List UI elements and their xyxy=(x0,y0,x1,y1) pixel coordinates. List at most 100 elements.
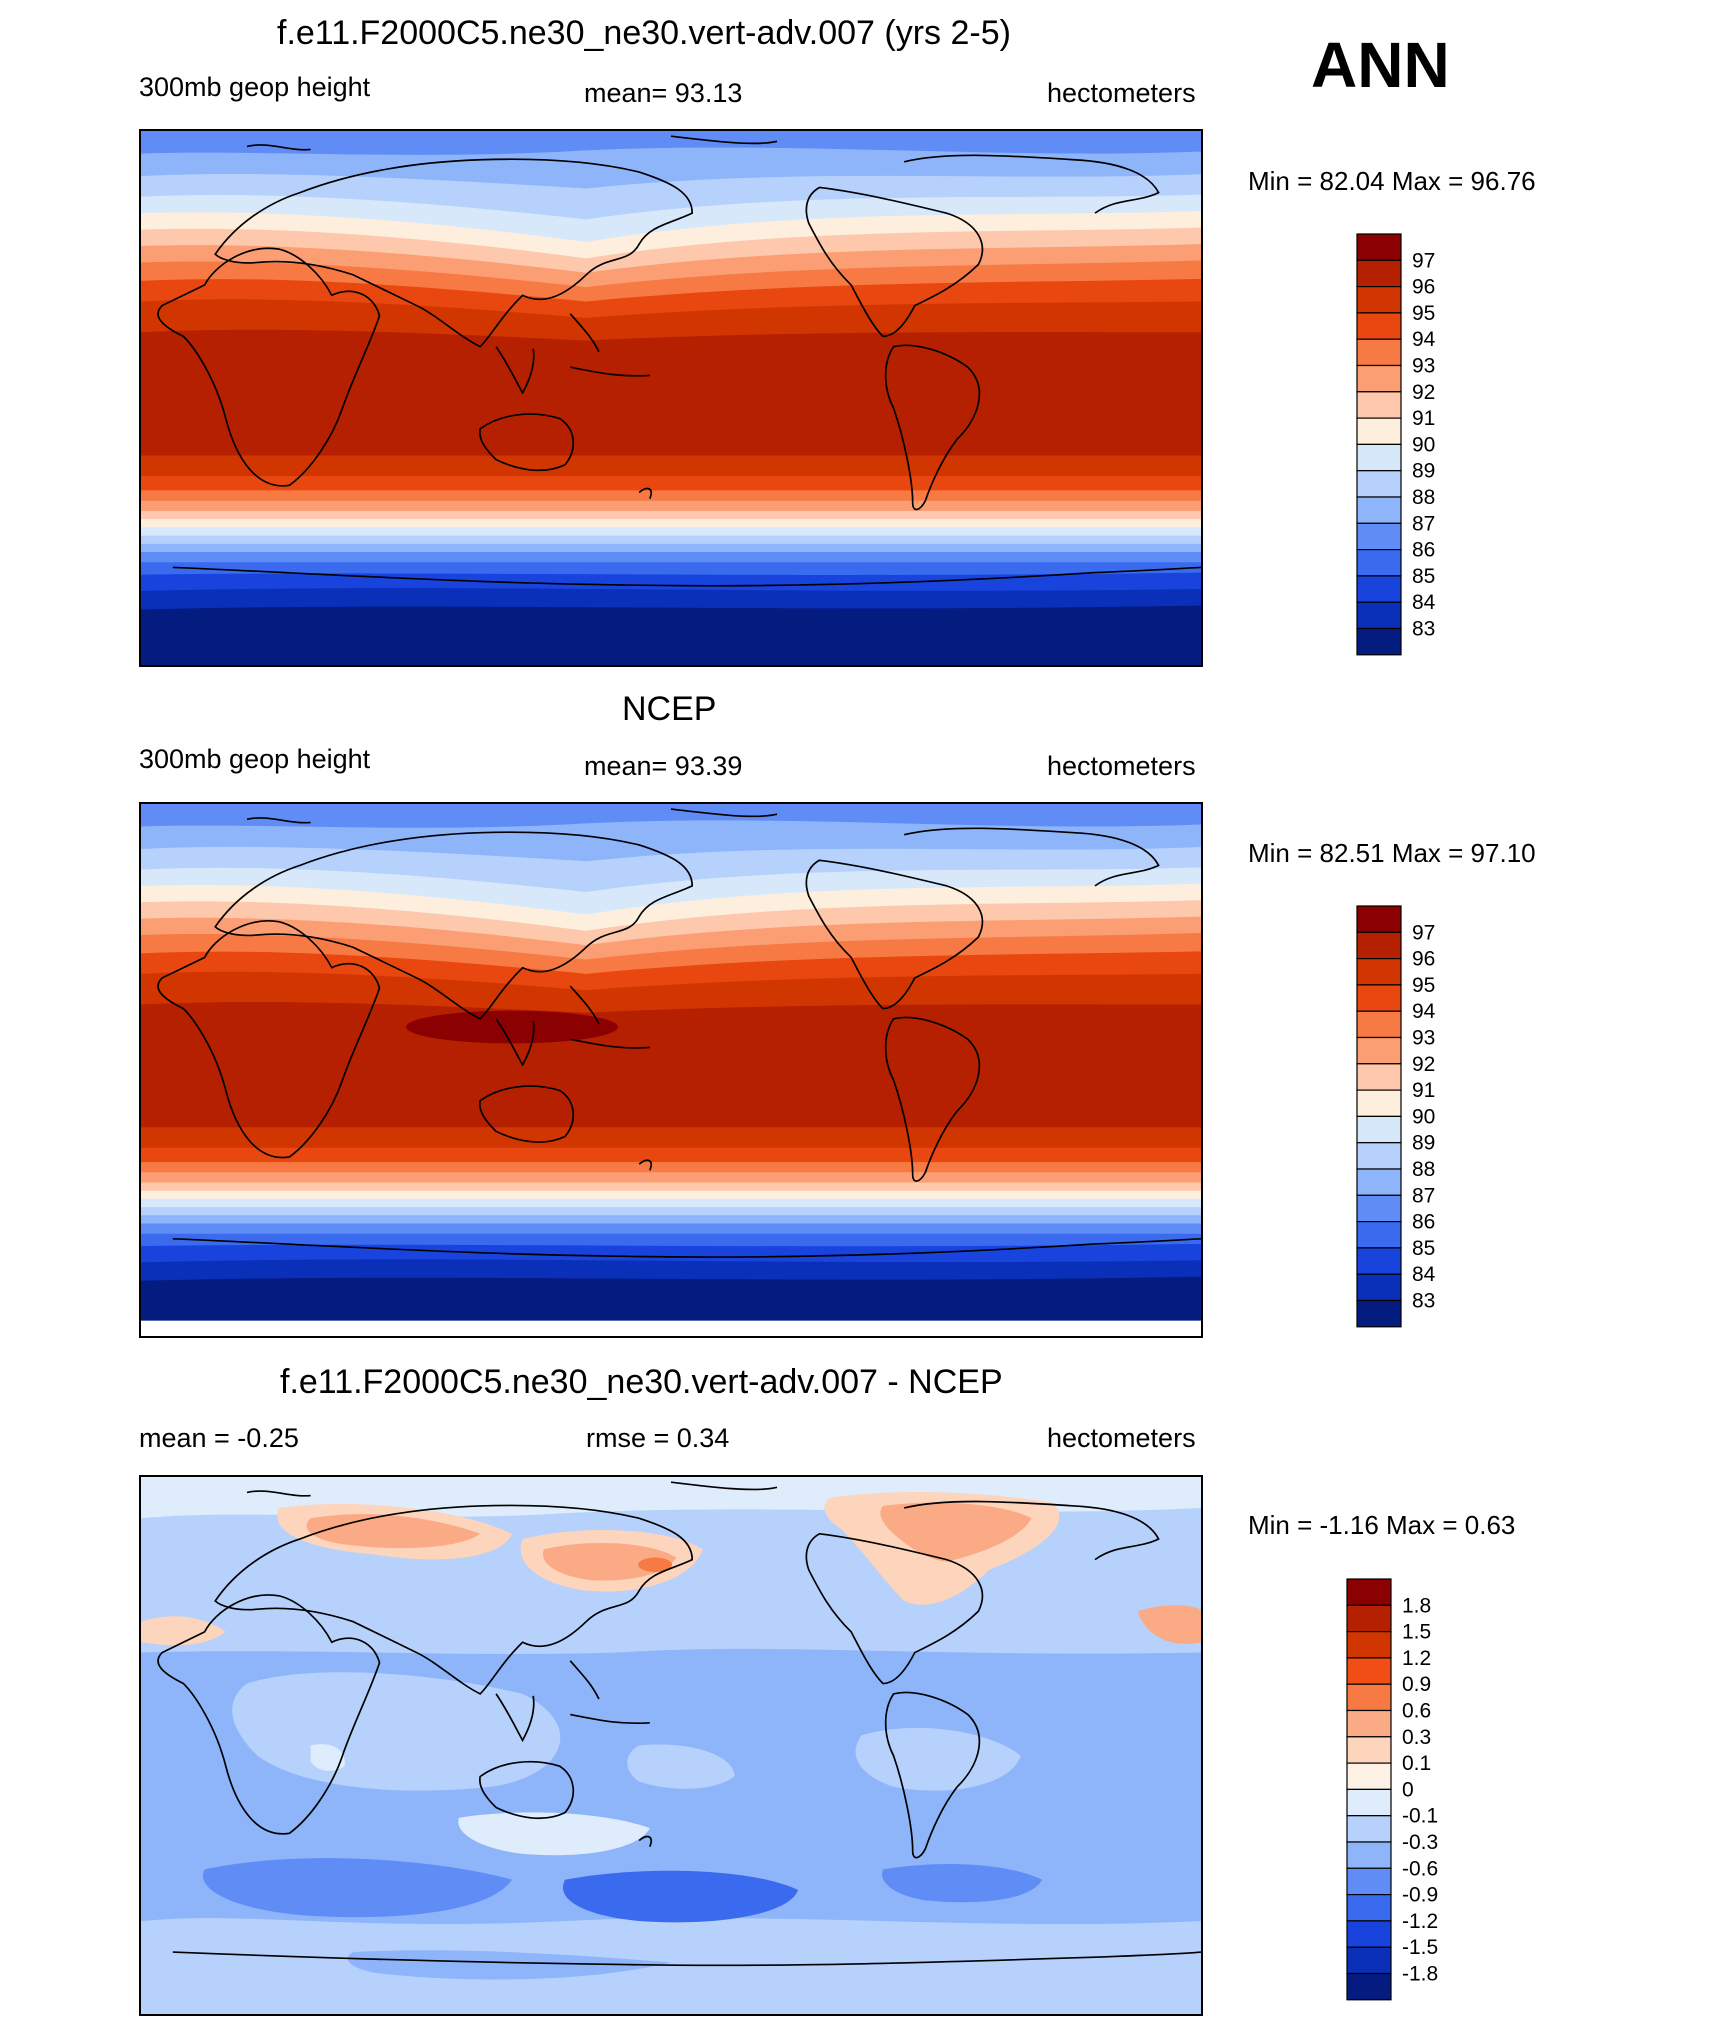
panel1-title: f.e11.F2000C5.ne30_ne30.vert-adv.007 (yr… xyxy=(277,14,1011,52)
colorbar-swatch xyxy=(1356,1063,1402,1091)
colorbar-tick-label: 0 xyxy=(1402,1778,1414,1801)
colorbar-tick-label: 88 xyxy=(1412,1158,1435,1181)
colorbar-swatch xyxy=(1356,1036,1402,1065)
colorbar-tick-label: 0.3 xyxy=(1402,1726,1431,1749)
colorbar-tick-label: -0.9 xyxy=(1402,1884,1438,1907)
colorbar-swatch xyxy=(1346,1657,1392,1685)
colorbar-tick-label: 1.8 xyxy=(1402,1594,1431,1617)
colorbar-swatch xyxy=(1356,931,1402,960)
colorbar-tick-label: 94 xyxy=(1412,1000,1436,1023)
colorbar-tick-label: 87 xyxy=(1412,512,1435,535)
colorbar-swatch xyxy=(1356,259,1402,288)
colorbar-swatch xyxy=(1346,1841,1392,1869)
colorbar-tick-label: 85 xyxy=(1412,565,1435,588)
panel3-rmse-label: rmse = 0.34 xyxy=(586,1423,730,1453)
colorbar-swatch xyxy=(1356,1089,1402,1118)
colorbar-tick-label: 84 xyxy=(1412,1263,1436,1286)
colorbar-tick-label: 92 xyxy=(1412,1053,1435,1076)
colorbar-tick-label: 83 xyxy=(1412,1290,1435,1313)
colorbar-swatch xyxy=(1356,417,1402,446)
panel3-minmax: Min = -1.16 Max = 0.63 xyxy=(1248,1510,1516,1540)
colorbar-tick-label: -1.5 xyxy=(1402,1936,1438,1959)
colorbar-swatch xyxy=(1356,496,1402,524)
panel1-units-label: hectometers xyxy=(1047,78,1196,108)
colorbar-swatch xyxy=(1356,338,1402,367)
colorbar-swatch xyxy=(1346,1972,1392,2001)
colorbar-tick-label: 90 xyxy=(1412,1105,1435,1128)
colorbar-swatch xyxy=(1356,233,1402,261)
panel1-contour-field xyxy=(141,131,1201,665)
colorbar-swatch xyxy=(1346,1604,1392,1633)
colorbar-tick-label: 92 xyxy=(1412,381,1435,404)
panel3-title: f.e11.F2000C5.ne30_ne30.vert-adv.007 - N… xyxy=(280,1363,1003,1401)
colorbar-tick-label: 96 xyxy=(1412,948,1435,971)
colorbar-tick-label: 1.2 xyxy=(1402,1647,1431,1670)
colorbar-swatch xyxy=(1346,1815,1392,1843)
colorbar-swatch xyxy=(1356,984,1402,1012)
colorbar-tick-label: 93 xyxy=(1412,1027,1435,1050)
colorbar-tick-label: 94 xyxy=(1412,328,1436,351)
colorbar-tick-label: 96 xyxy=(1412,276,1435,299)
panel2-units-label: hectometers xyxy=(1047,751,1196,781)
panel3-mean-label: mean = -0.25 xyxy=(139,1423,299,1453)
colorbar-swatch xyxy=(1356,957,1402,986)
colorbar-tick-label: 89 xyxy=(1412,460,1435,483)
colorbar-svg: 1.8 1.5 1.2 0.9 0.6 0.3 0.1 0 -0.1 -0.3 -0.6 -0.9 -1… xyxy=(1346,1578,1438,2001)
colorbar-tick-label: -0.1 xyxy=(1402,1805,1438,1828)
colorbar-swatch xyxy=(1356,470,1402,498)
colorbar-tick-label: 95 xyxy=(1412,974,1435,997)
colorbar-swatch xyxy=(1356,364,1402,393)
panel2-mean-label: mean= 93.39 xyxy=(584,751,743,781)
colorbar-tick-label: 88 xyxy=(1412,486,1435,509)
colorbar-swatch xyxy=(1356,1247,1402,1275)
colorbar-tick-label: -0.6 xyxy=(1402,1857,1438,1880)
panel1-colorbar: 97 96 95 94 93 92 91 90 89 88 87 86 85 84 83 xyxy=(1356,233,1496,658)
colorbar-swatch xyxy=(1346,1788,1392,1817)
panel3-map xyxy=(139,1475,1203,2016)
panel2-left-label: 300mb geop height xyxy=(139,744,371,774)
panel1-mean-label: mean= 93.13 xyxy=(584,78,743,108)
panel1-minmax: Min = 82.04 Max = 96.76 xyxy=(1248,166,1536,196)
colorbar-swatch xyxy=(1356,1194,1402,1223)
colorbar-swatch xyxy=(1356,391,1402,419)
colorbar-swatch xyxy=(1346,1920,1392,1948)
panel2-title: NCEP xyxy=(622,690,717,728)
colorbar-swatch xyxy=(1346,1762,1392,1791)
colorbar-swatch xyxy=(1346,1578,1392,1606)
colorbar-tick-label: 84 xyxy=(1412,591,1436,614)
colorbar-tick-label: 93 xyxy=(1412,355,1435,378)
colorbar-swatch xyxy=(1356,522,1402,551)
colorbar-tick-label: 86 xyxy=(1412,1211,1435,1234)
colorbar-tick-label: 91 xyxy=(1412,407,1435,430)
colorbar-swatch xyxy=(1356,1221,1402,1249)
panel1-map xyxy=(139,129,1203,667)
colorbar-tick-label: 97 xyxy=(1412,921,1435,944)
colorbar-swatch xyxy=(1356,443,1402,472)
colorbar-swatch xyxy=(1356,1142,1402,1170)
colorbar-swatch xyxy=(1356,312,1402,340)
colorbar-tick-label: 91 xyxy=(1412,1079,1435,1102)
colorbar-svg: 97 96 95 94 93 92 91 90 89 88 87 86 85 84 83 xyxy=(1356,905,1436,1328)
season-label: ANN xyxy=(1311,29,1450,101)
colorbar-swatch xyxy=(1356,627,1402,656)
colorbar-swatch xyxy=(1346,1709,1392,1738)
panel2-contour-field xyxy=(141,804,1201,1336)
colorbar-swatch xyxy=(1356,549,1402,577)
panel2-minmax: Min = 82.51 Max = 97.10 xyxy=(1248,838,1536,868)
colorbar-swatch xyxy=(1346,1683,1392,1712)
colorbar-swatch xyxy=(1346,1894,1392,1922)
colorbar-swatch xyxy=(1356,905,1402,933)
colorbar-tick-label: -1.8 xyxy=(1402,1963,1438,1986)
panel3-units-label: hectometers xyxy=(1047,1423,1196,1453)
colorbar-swatch xyxy=(1346,1867,1392,1896)
panel3-contour-field xyxy=(141,1477,1201,2014)
colorbar-swatch xyxy=(1356,1115,1402,1144)
colorbar-swatch xyxy=(1356,1010,1402,1039)
colorbar-tick-label: 1.5 xyxy=(1402,1621,1431,1644)
colorbar-tick-label: 0.6 xyxy=(1402,1700,1431,1723)
panel2-map xyxy=(139,802,1203,1338)
colorbar-swatch xyxy=(1356,285,1402,314)
colorbar-tick-label: 95 xyxy=(1412,302,1435,325)
colorbar-swatch xyxy=(1356,601,1402,630)
panel1-left-label: 300mb geop height xyxy=(139,72,371,102)
